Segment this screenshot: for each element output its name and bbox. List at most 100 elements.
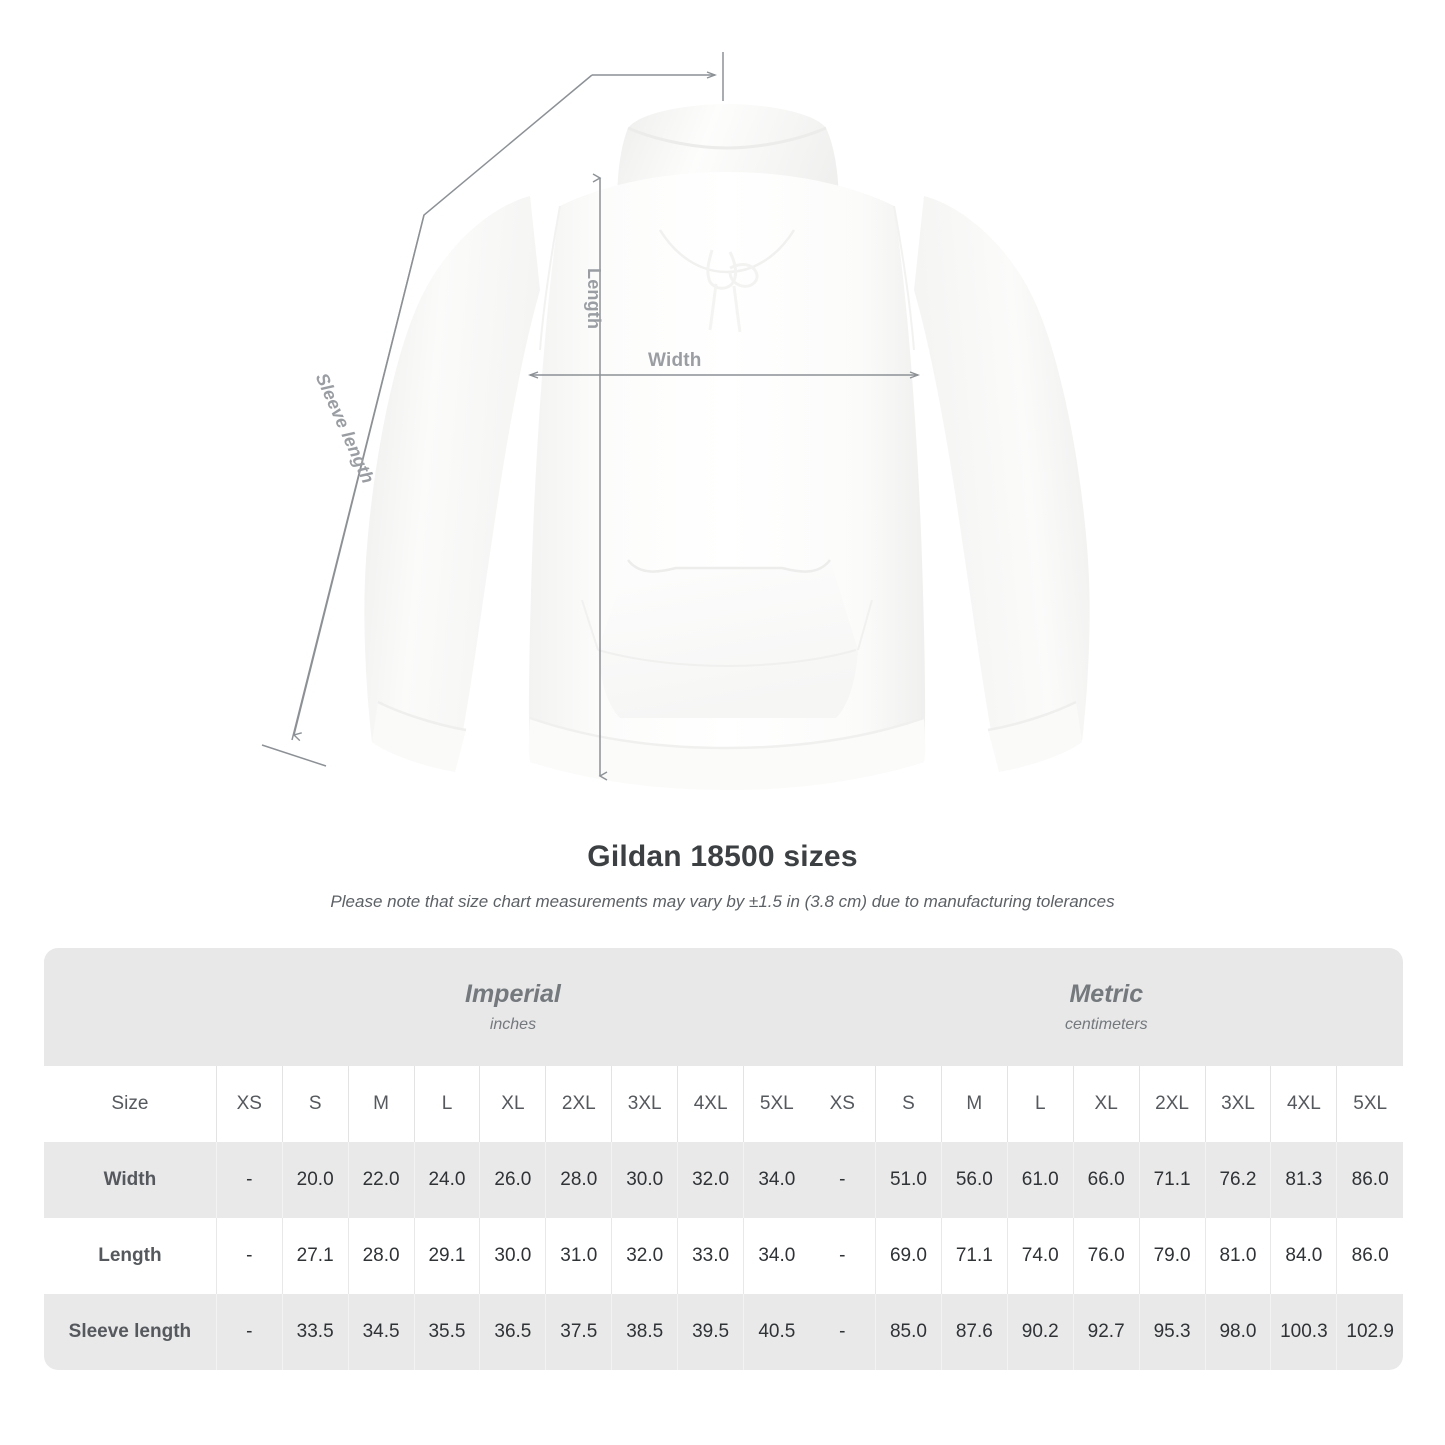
size-header-metric-2xl: 2XL	[1138, 1066, 1206, 1142]
cell-width-imperial-xl: 26.0	[479, 1142, 546, 1218]
cell-sleeve-length-imperial-s: 33.5	[281, 1294, 349, 1370]
size-header-metric-l: L	[1006, 1066, 1074, 1142]
tolerance-note: Please note that size chart measurements…	[330, 892, 1115, 911]
cell-length-imperial-l: 29.1	[413, 1218, 480, 1294]
cell-length-metric-3xl: 81.0	[1204, 1218, 1271, 1294]
cell-sleeve-length-metric-4xl: 100.3	[1270, 1294, 1337, 1370]
unit-subtitle: inches	[489, 1016, 537, 1034]
unit-name: Imperial	[465, 979, 561, 1008]
size-header-imperial-2xl: 2XL	[545, 1066, 612, 1142]
cell-length-metric-2xl: 79.0	[1138, 1218, 1206, 1294]
cell-width-metric-xl: 66.0	[1072, 1142, 1140, 1218]
unit-banner-spacer	[44, 948, 217, 1066]
cell-length-imperial-5xl: 34.0	[743, 1218, 810, 1294]
cell-sleeve-length-metric-m: 87.6	[940, 1294, 1008, 1370]
table-row: Width -20.0 22.0 24.0 26.0 28.0 30.0 32.0 34.0-5…	[44, 1142, 1403, 1218]
cell-width-metric-4xl: 81.3	[1270, 1142, 1337, 1218]
unit-header-metric: Metric centimeters	[809, 948, 1403, 1066]
size-chart-table-container: Imperial inches Metric centimeters Size XS S M L…	[44, 948, 1403, 1370]
unit-banner-row: Imperial inches Metric centimeters	[44, 948, 1403, 1066]
row-label-sleeve-length: Sleeve length	[44, 1294, 217, 1370]
cell-sleeve-length-metric-5xl: 102.9	[1336, 1294, 1403, 1370]
size-header-metric-5xl: 5XL	[1336, 1066, 1403, 1142]
size-header-metric-4xl: 4XL	[1270, 1066, 1337, 1142]
cell-sleeve-length-metric-3xl: 98.0	[1204, 1294, 1271, 1370]
cell-width-metric-m: 56.0	[940, 1142, 1008, 1218]
cell-length-imperial-xs: -	[215, 1218, 283, 1294]
page-title: Gildan 18500 sizes	[587, 840, 858, 873]
chart-heading: Gildan 18500 sizes Please note that size…	[0, 840, 1445, 912]
cell-length-metric-5xl: 86.0	[1336, 1218, 1403, 1294]
cell-width-imperial-5xl: 34.0	[743, 1142, 810, 1218]
cell-length-imperial-3xl: 32.0	[611, 1218, 678, 1294]
unit-header-imperial: Imperial inches	[216, 948, 810, 1066]
cell-width-imperial-4xl: 32.0	[677, 1142, 744, 1218]
cell-sleeve-length-imperial-xl: 36.5	[479, 1294, 546, 1370]
cell-length-metric-s: 69.0	[874, 1218, 942, 1294]
sleeve-bottom-tick	[261, 744, 327, 767]
cell-length-metric-m: 71.1	[940, 1218, 1008, 1294]
table-header-row: Size XS S M L XL 2XL 3XL 4XL 5XL XS S M L XL 2XL 3XL 4XL 5…	[44, 1066, 1403, 1142]
cell-width-metric-3xl: 76.2	[1204, 1142, 1271, 1218]
dimension-lines	[261, 52, 920, 781]
cell-length-imperial-s: 27.1	[281, 1218, 349, 1294]
header-size-label: Size	[44, 1066, 217, 1142]
row-label-width: Width	[44, 1142, 217, 1218]
size-header-imperial-4xl: 4XL	[677, 1066, 744, 1142]
cell-sleeve-length-metric-l: 90.2	[1006, 1294, 1074, 1370]
size-header-imperial-xl: XL	[479, 1066, 546, 1142]
size-header-imperial-l: L	[413, 1066, 480, 1142]
cell-width-metric-s: 51.0	[874, 1142, 942, 1218]
cell-sleeve-length-imperial-4xl: 39.5	[677, 1294, 744, 1370]
size-header-imperial-s: S	[281, 1066, 349, 1142]
row-label-length: Length	[44, 1218, 217, 1294]
width-label: Width	[648, 350, 702, 371]
unit-subtitle: centimeters	[1064, 1016, 1148, 1034]
cell-width-imperial-m: 22.0	[347, 1142, 415, 1218]
cell-length-imperial-2xl: 31.0	[545, 1218, 612, 1294]
cell-width-imperial-xs: -	[215, 1142, 283, 1218]
size-header-imperial-5xl: 5XL	[743, 1066, 810, 1142]
hoodie-illustration	[364, 104, 1090, 790]
size-header-metric-s: S	[874, 1066, 942, 1142]
table-row: Length -27.1 28.0 29.1 30.0 31.0 32.0 33.0 34.0-…	[44, 1218, 1403, 1294]
size-header-imperial-3xl: 3XL	[611, 1066, 678, 1142]
cell-sleeve-length-imperial-m: 34.5	[347, 1294, 415, 1370]
cell-length-metric-4xl: 84.0	[1270, 1218, 1337, 1294]
cell-sleeve-length-metric-s: 85.0	[874, 1294, 942, 1370]
size-header-imperial-xs: XS	[215, 1066, 283, 1142]
cell-sleeve-length-imperial-3xl: 38.5	[611, 1294, 678, 1370]
size-chart-table: Imperial inches Metric centimeters Size XS S M L…	[44, 948, 1403, 1370]
cell-length-metric-xs: -	[809, 1218, 876, 1294]
sleeve-bottom-arrow	[292, 214, 425, 742]
cell-width-imperial-l: 24.0	[413, 1142, 480, 1218]
cell-width-imperial-s: 20.0	[281, 1142, 349, 1218]
cell-sleeve-length-metric-2xl: 95.3	[1138, 1294, 1206, 1370]
cell-width-metric-2xl: 71.1	[1138, 1142, 1206, 1218]
length-label: Length	[584, 268, 604, 330]
cell-width-imperial-3xl: 30.0	[611, 1142, 678, 1218]
cell-sleeve-length-imperial-2xl: 37.5	[545, 1294, 612, 1370]
cell-length-imperial-xl: 30.0	[479, 1218, 546, 1294]
cell-sleeve-length-imperial-l: 35.5	[413, 1294, 480, 1370]
cell-length-metric-l: 74.0	[1006, 1218, 1074, 1294]
size-header-metric-3xl: 3XL	[1204, 1066, 1271, 1142]
cell-width-metric-l: 61.0	[1006, 1142, 1074, 1218]
cell-sleeve-length-imperial-xs: -	[215, 1294, 283, 1370]
cell-length-metric-xl: 76.0	[1072, 1218, 1140, 1294]
cell-length-imperial-m: 28.0	[347, 1218, 415, 1294]
unit-name: Metric	[1069, 979, 1144, 1008]
cell-width-metric-5xl: 86.0	[1336, 1142, 1403, 1218]
cell-length-imperial-4xl: 33.0	[677, 1218, 744, 1294]
size-header-metric-xs: XS	[809, 1066, 876, 1142]
size-header-metric-xl: XL	[1072, 1066, 1140, 1142]
cell-width-metric-xs: -	[809, 1142, 876, 1218]
size-header-metric-m: M	[940, 1066, 1008, 1142]
cell-sleeve-length-metric-xs: -	[809, 1294, 876, 1370]
size-header-imperial-m: M	[347, 1066, 415, 1142]
hoodie-measurement-diagram: Length Width Sleeve length	[261, 52, 1090, 790]
cell-sleeve-length-metric-xl: 92.7	[1072, 1294, 1140, 1370]
cell-width-imperial-2xl: 28.0	[545, 1142, 612, 1218]
cell-sleeve-length-imperial-5xl: 40.5	[743, 1294, 810, 1370]
